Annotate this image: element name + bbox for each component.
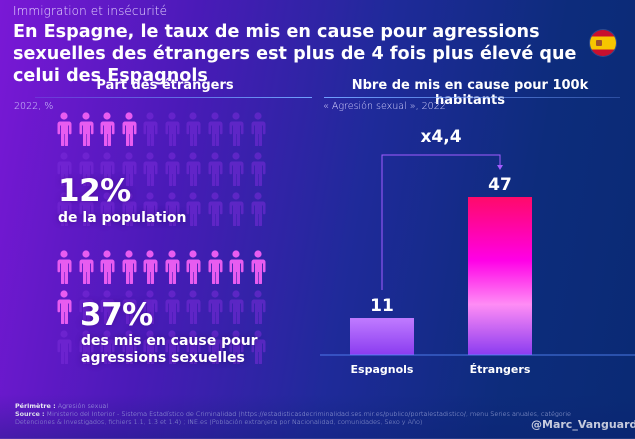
right-section-title: Nbre de mis en cause pour 100k habitants	[351, 78, 589, 108]
person-icon	[249, 112, 267, 146]
left-section-title: Part des étrangers	[96, 78, 234, 93]
ratio-annotation: x4,4	[420, 127, 461, 147]
source-line: Source : Ministerio del Interior - Siste…	[15, 410, 575, 426]
person-icon	[249, 152, 267, 186]
bar-chart-svg: 11 Espagnols 47 Étrangers x4,4	[320, 127, 635, 376]
person-icon-highlighted	[249, 250, 267, 284]
person-icon	[141, 330, 159, 364]
person-icon	[77, 290, 95, 324]
person-icon	[141, 152, 159, 186]
person-icon-highlighted	[120, 250, 138, 284]
person-icon-highlighted	[55, 250, 73, 284]
person-icon	[141, 112, 159, 146]
accused-share-value: 37%	[80, 297, 153, 333]
right-section-subtitle: « Agresión sexual », 2022	[323, 101, 446, 112]
accused-share-label: des mis en cause pour agressions sexuell…	[81, 333, 258, 366]
bar-value-label: 11	[370, 296, 394, 316]
person-icon-highlighted	[141, 250, 159, 284]
kicker-text: Immigration et insécurité	[13, 4, 168, 18]
arrow-down-icon	[497, 165, 503, 170]
person-icon	[206, 290, 224, 324]
person-icon-highlighted	[98, 250, 116, 284]
person-icon-highlighted	[206, 250, 224, 284]
bar-value-label: 47	[488, 175, 512, 195]
person-icon-highlighted	[120, 112, 138, 146]
person-icon	[184, 152, 202, 186]
perimetre-line: Périmètre : Agresión sexual	[15, 402, 575, 410]
perimetre-label: Périmètre :	[15, 402, 56, 410]
category-label: Espagnols	[351, 363, 414, 376]
person-icon	[163, 192, 181, 226]
bar-étrangers	[468, 197, 532, 355]
person-icon	[98, 330, 116, 364]
person-icon	[227, 112, 245, 146]
person-icon-highlighted	[55, 112, 73, 146]
left-section-subtitle: 2022, %	[14, 101, 54, 112]
right-section-divider	[324, 97, 620, 98]
page-title: En Espagne, le taux de mis en cause pour…	[13, 22, 577, 86]
person-icon	[227, 290, 245, 324]
person-icon	[206, 330, 224, 364]
person-icon-highlighted	[163, 250, 181, 284]
population-share-label: de la population	[58, 210, 187, 226]
person-icon	[206, 112, 224, 146]
person-icon	[163, 330, 181, 364]
person-icon	[206, 192, 224, 226]
person-icon	[163, 112, 181, 146]
person-icon-highlighted	[77, 112, 95, 146]
footer-notes: Périmètre : Agresión sexual Source : Min…	[15, 402, 575, 426]
person-icon	[120, 152, 138, 186]
person-icon	[184, 192, 202, 226]
person-icon	[184, 112, 202, 146]
person-icon-highlighted	[98, 112, 116, 146]
person-icon	[98, 192, 116, 226]
person-icon	[120, 192, 138, 226]
person-icon	[98, 290, 116, 324]
bar-chart: 11 Espagnols 47 Étrangers x4,4	[320, 110, 635, 390]
person-icon	[120, 290, 138, 324]
spain-flag-icon	[590, 30, 616, 56]
person-icon	[141, 192, 159, 226]
person-icon	[227, 330, 245, 364]
perimetre-value: Agresión sexual	[57, 402, 109, 410]
person-icon	[206, 152, 224, 186]
person-icon	[141, 290, 159, 324]
person-icon	[55, 152, 73, 186]
person-icon-highlighted	[227, 250, 245, 284]
bar-espagnols	[350, 318, 414, 355]
person-icon	[120, 330, 138, 364]
person-icon	[163, 152, 181, 186]
person-icon	[227, 192, 245, 226]
person-icon	[77, 152, 95, 186]
person-icon	[227, 152, 245, 186]
person-icon	[163, 290, 181, 324]
person-icon-highlighted	[77, 250, 95, 284]
person-icon	[249, 192, 267, 226]
person-icon-highlighted	[184, 250, 202, 284]
person-icon	[249, 290, 267, 324]
category-label: Étrangers	[470, 363, 531, 376]
person-icon	[77, 192, 95, 226]
source-label: Source :	[15, 410, 45, 418]
person-icon	[55, 330, 73, 364]
person-icon-highlighted	[55, 290, 73, 324]
population-share-value: 12%	[58, 173, 131, 209]
author-handle: @Marc_Vanguard	[531, 418, 635, 431]
source-value: Ministerio del Interior - Sistema Estadí…	[15, 410, 571, 426]
person-icon	[98, 152, 116, 186]
person-icon	[55, 192, 73, 226]
person-icon	[77, 330, 95, 364]
comparison-bracket	[381, 154, 501, 291]
left-section-divider	[35, 97, 312, 98]
person-icon	[184, 290, 202, 324]
person-icon	[249, 330, 267, 364]
person-icon	[184, 330, 202, 364]
